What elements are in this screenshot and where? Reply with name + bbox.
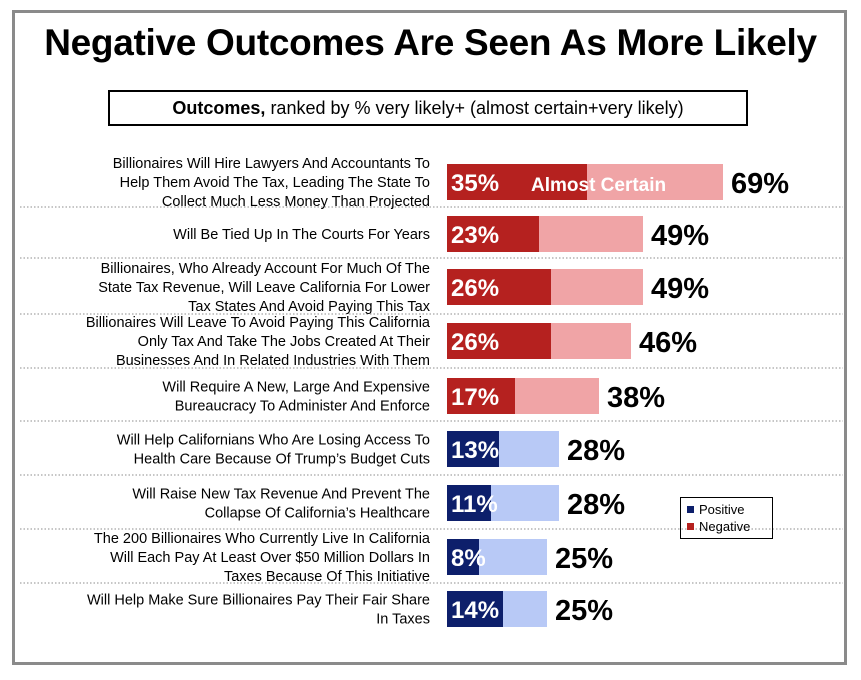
subtitle-rest: ranked by % very likely+ (almost certain…: [270, 97, 684, 118]
data-label-almost-certain: 8%: [451, 545, 486, 572]
legend-swatch-positive: [687, 506, 694, 513]
category-label: Billionaires Will Leave To Avoid Paying …: [86, 315, 431, 331]
legend-label-negative: Negative: [699, 519, 751, 534]
data-label-almost-certain: 17%: [451, 384, 499, 411]
category-label: Businesses And In Related Industries Wit…: [116, 353, 430, 369]
category-label: Only Tax And Take The Jobs Created At Th…: [138, 334, 430, 350]
data-label-total: 28%: [567, 489, 625, 521]
bar-almost-certain: [447, 164, 587, 200]
category-label: In Taxes: [376, 612, 430, 628]
category-label: Will Raise New Tax Revenue And Prevent T…: [132, 487, 430, 503]
category-label: Taxes Because Of This Initiative: [224, 569, 430, 585]
category-label: Will Help Make Sure Billionaires Pay The…: [87, 593, 430, 609]
data-label-almost-certain: 26%: [451, 275, 499, 302]
category-label: Will Be Tied Up In The Courts For Years: [173, 227, 430, 243]
category-label: State Tax Revenue, Will Leave California…: [98, 280, 430, 296]
legend-swatch-negative: [687, 523, 694, 530]
data-label-total: 38%: [607, 382, 665, 414]
data-label-total: 25%: [555, 595, 613, 627]
category-label: Collect Much Less Money Than Projected: [162, 194, 430, 210]
data-label-almost-certain: 35%: [451, 170, 499, 197]
bar-almost-certain: [447, 431, 499, 467]
bar-almost-certain: [447, 485, 491, 521]
category-label: Billionaires, Who Already Account For Mu…: [101, 261, 430, 277]
chart-title: Negative Outcomes Are Seen As More Likel…: [44, 22, 817, 63]
category-label: Help Them Avoid The Tax, Leading The Sta…: [120, 175, 430, 191]
chart-subtitle: Outcomes, ranked by % very likely+ (almo…: [108, 90, 748, 126]
category-label: The 200 Billionaires Who Currently Live …: [94, 531, 431, 547]
bar-almost-certain: [447, 378, 515, 414]
data-label-total: 25%: [555, 543, 613, 575]
data-label-almost-certain: 23%: [451, 222, 499, 249]
data-label-total: 28%: [567, 435, 625, 467]
data-label-total: 46%: [639, 327, 697, 359]
data-label-almost-certain: 13%: [451, 437, 499, 464]
category-label: Billionaires Will Hire Lawyers And Accou…: [113, 156, 430, 172]
category-label: Health Care Because Of Trump’s Budget Cu…: [134, 452, 430, 468]
data-label-total: 49%: [651, 220, 709, 252]
data-label-almost-certain: 14%: [451, 597, 499, 624]
chart-frame: [12, 10, 847, 665]
bar-almost-certain: [447, 269, 551, 305]
category-label: Will Require A New, Large And Expensive: [162, 380, 430, 396]
legend-item-negative: Negative: [687, 518, 766, 535]
data-label-total: 49%: [651, 273, 709, 305]
legend-item-positive: Positive: [687, 501, 766, 518]
category-label: Will Help Californians Who Are Losing Ac…: [117, 433, 430, 449]
data-label-almost-certain: 11%: [451, 491, 498, 518]
legend-label-positive: Positive: [699, 502, 745, 517]
bar-almost-certain: [447, 539, 479, 575]
category-label: Bureaucracy To Administer And Enforce: [175, 399, 430, 415]
annotation-almost-certain: Almost Certain: [531, 175, 666, 196]
bar-almost-certain: [447, 216, 539, 252]
category-label: Collapse Of California’s Healthcare: [205, 506, 430, 522]
chart-legend: Positive Negative: [680, 497, 773, 539]
data-label-almost-certain: 26%: [451, 329, 499, 356]
category-label: Will Each Pay At Least Over $50 Million …: [110, 550, 430, 566]
category-label: Tax States And Avoid Paying This Tax: [188, 299, 431, 315]
subtitle-bold: Outcomes,: [172, 97, 266, 118]
data-label-total: 69%: [731, 168, 789, 200]
bar-almost-certain: [447, 591, 503, 627]
bar-almost-certain: [447, 323, 551, 359]
